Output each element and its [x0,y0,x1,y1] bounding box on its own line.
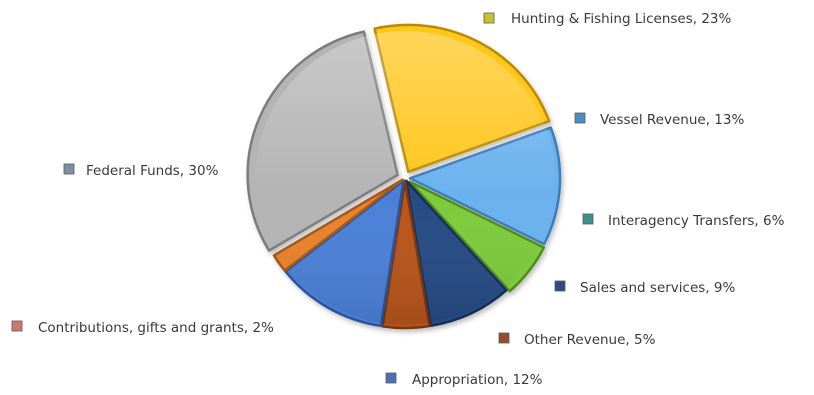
data-label-vessel-revenue: Vessel Revenue, 13% [600,112,744,128]
data-label-other-revenue: Other Revenue, 5% [524,332,656,348]
data-label-sales-and-services: Sales and services, 9% [580,280,735,296]
legend-marker-federal-funds [63,163,75,175]
legend-marker-other-revenue [498,332,510,344]
data-label-hunting-fishing-licenses: Hunting & Fishing Licenses, 23% [511,11,732,27]
data-label-federal-funds: Federal Funds, 30% [86,163,219,179]
data-label-interagency-transfers: Interagency Transfers, 6% [608,213,785,229]
legend-marker-contributions-gifts-and-grants [11,320,23,332]
legend-marker-vessel-revenue [574,112,586,124]
legend-marker-interagency-transfers [582,213,594,225]
data-label-appropriation: Appropriation, 12% [412,372,543,388]
legend-marker-appropriation [385,372,397,384]
legend-marker-hunting-fishing-licenses [483,12,495,24]
data-label-contributions-gifts-and-grants: Contributions, gifts and grants, 2% [38,320,274,336]
legend-labels: Hunting & Fishing Licenses, 23% Vessel Re… [11,11,785,388]
pie-slices-group [246,23,562,330]
legend-marker-sales-and-services [554,280,566,292]
